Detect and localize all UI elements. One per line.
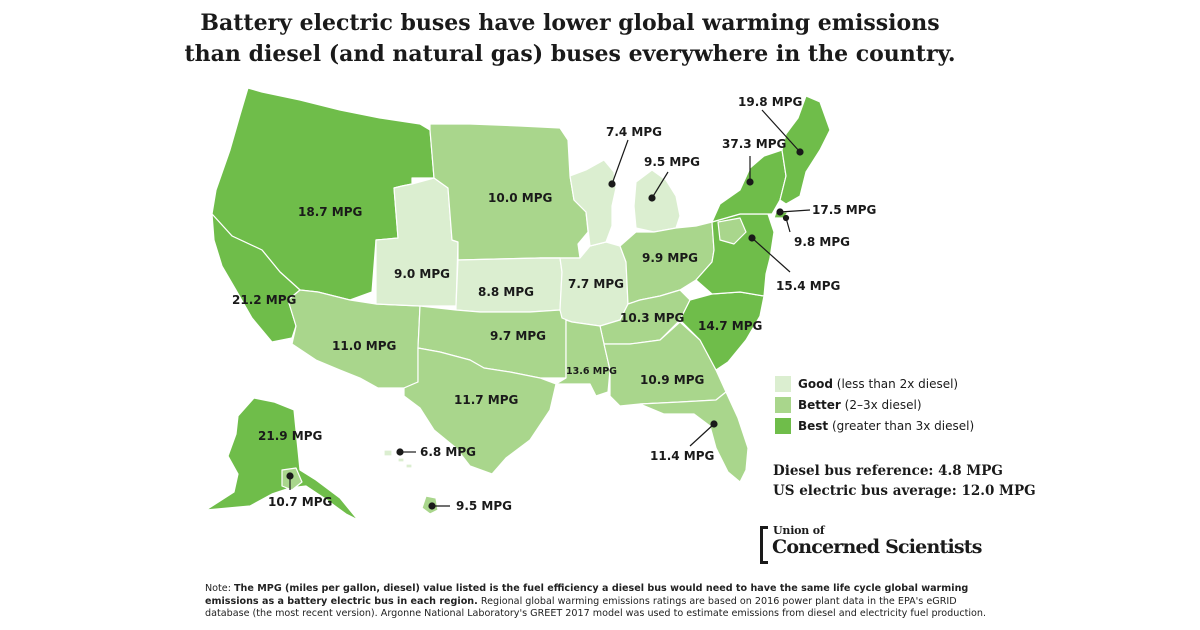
region-upstate-ny (711, 149, 787, 223)
region-hawaii-islands (383, 449, 413, 469)
region-california (211, 213, 301, 343)
callout-line-mid-atlantic (751, 237, 791, 273)
legend-swatch-good (775, 375, 791, 392)
label-midwest: 7.7 MPG (568, 277, 624, 291)
callout-line-new-england (761, 109, 801, 153)
label-central-plains: 8.8 MPG (478, 285, 534, 299)
logo-line-1: Union of (773, 524, 825, 537)
label-southern-plains: 9.7 MPG (490, 329, 546, 343)
reference-values: Diesel bus reference: 4.8 MPG US electri… (773, 461, 1036, 501)
label-california: 21.2 MPG (232, 293, 296, 307)
map-title: Battery electric buses have lower global… (0, 8, 1140, 70)
label-northwest: 18.7 MPG (298, 205, 362, 219)
label-hawaii-big-island: 9.5 MPG (456, 499, 512, 513)
electric-average: US electric bus average: 12.0 MPG (773, 483, 1036, 499)
callout-dot-wisconsin (608, 180, 616, 188)
region-alaska (205, 397, 359, 521)
callout-line-michigan (651, 171, 669, 199)
note-bold: The MPG (miles per gallon, diesel) value… (205, 583, 969, 607)
region-wisconsin (569, 159, 617, 247)
callout-line-florida (689, 423, 715, 447)
callout-line-long-island (779, 209, 811, 213)
label-anchorage: 10.7 MPG (268, 495, 332, 509)
title-line-2: than diesel (and natural gas) buses ever… (184, 41, 956, 67)
diesel-reference: Diesel bus reference: 4.8 MPG (773, 463, 1003, 479)
label-mid-atlantic: 15.4 MPG (776, 279, 840, 293)
region-carolinas (679, 291, 765, 371)
region-florida (639, 391, 749, 483)
label-florida: 11.4 MPG (650, 449, 714, 463)
callout-dot-anchorage (286, 472, 294, 480)
legend-label-better: Better (798, 397, 841, 412)
note-rest: Regional global warming emissions rating… (205, 595, 987, 620)
region-southwest (287, 289, 421, 389)
callout-dot-long-island (776, 208, 784, 216)
label-nyc: 9.8 MPG (794, 235, 850, 249)
region-mid-atlantic-patch (717, 217, 747, 245)
callout-dot-nyc (782, 214, 790, 222)
legend-item-best: Best (greater than 3x diesel) (775, 415, 974, 436)
callout-dot-hawaii-big (428, 502, 436, 510)
label-alaska: 21.9 MPG (258, 429, 322, 443)
legend-swatch-best (775, 417, 791, 434)
label-ohio-valley: 9.9 MPG (642, 251, 698, 265)
legend-item-better: Better (2–3x diesel) (775, 394, 974, 415)
label-tennessee-valley: 10.3 MPG (620, 311, 684, 325)
legend-desc-best: (greater than 3x diesel) (832, 418, 975, 433)
legend-label-good: Good (798, 376, 833, 391)
region-lower-mississippi (555, 319, 611, 397)
legend-desc-better: (2–3x diesel) (844, 397, 922, 412)
legend-swatch-better (775, 396, 791, 413)
legend-desc-good: (less than 2x diesel) (836, 376, 959, 391)
callout-dot-new-england (796, 148, 804, 156)
callout-dot-florida (710, 420, 718, 428)
label-southeast: 10.9 MPG (640, 373, 704, 387)
legend-label-best: Best (798, 418, 829, 433)
callout-line-wisconsin (611, 139, 629, 185)
legend: Good (less than 2x diesel) Better (2–3x … (775, 373, 974, 436)
footnote: Note: The MPG (miles per gallon, diesel)… (205, 583, 995, 621)
label-wisconsin: 7.4 MPG (606, 125, 662, 139)
label-texas: 11.7 MPG (454, 393, 518, 407)
label-hawaii-islands: 6.8 MPG (420, 445, 476, 459)
logo-bracket (760, 526, 768, 564)
label-upper-midwest: 10.0 MPG (488, 191, 552, 205)
logo-line-2: Concerned Scientists (772, 536, 982, 558)
region-new-england (779, 95, 831, 205)
label-long-island: 17.5 MPG (812, 203, 876, 217)
label-new-england: 19.8 MPG (738, 95, 802, 109)
title-line-1: Battery electric buses have lower global… (200, 10, 940, 36)
label-carolinas: 14.7 MPG (698, 319, 762, 333)
label-upstate-ny: 37.3 MPG (722, 137, 786, 151)
callout-dot-hawaii-islands (396, 448, 404, 456)
callout-dot-mid-atlantic (748, 234, 756, 242)
callout-dot-upstate-ny (746, 178, 754, 186)
region-michigan (633, 169, 681, 233)
region-anchorage (281, 467, 303, 491)
legend-item-good: Good (less than 2x diesel) (775, 373, 974, 394)
region-texas (403, 347, 557, 475)
callout-dot-michigan (648, 194, 656, 202)
label-lower-mississippi: 13.6 MPG (566, 366, 617, 377)
note-lead: Note: (205, 583, 231, 594)
label-southwest: 11.0 MPG (332, 339, 396, 353)
label-michigan: 9.5 MPG (644, 155, 700, 169)
label-rockies: 9.0 MPG (394, 267, 450, 281)
